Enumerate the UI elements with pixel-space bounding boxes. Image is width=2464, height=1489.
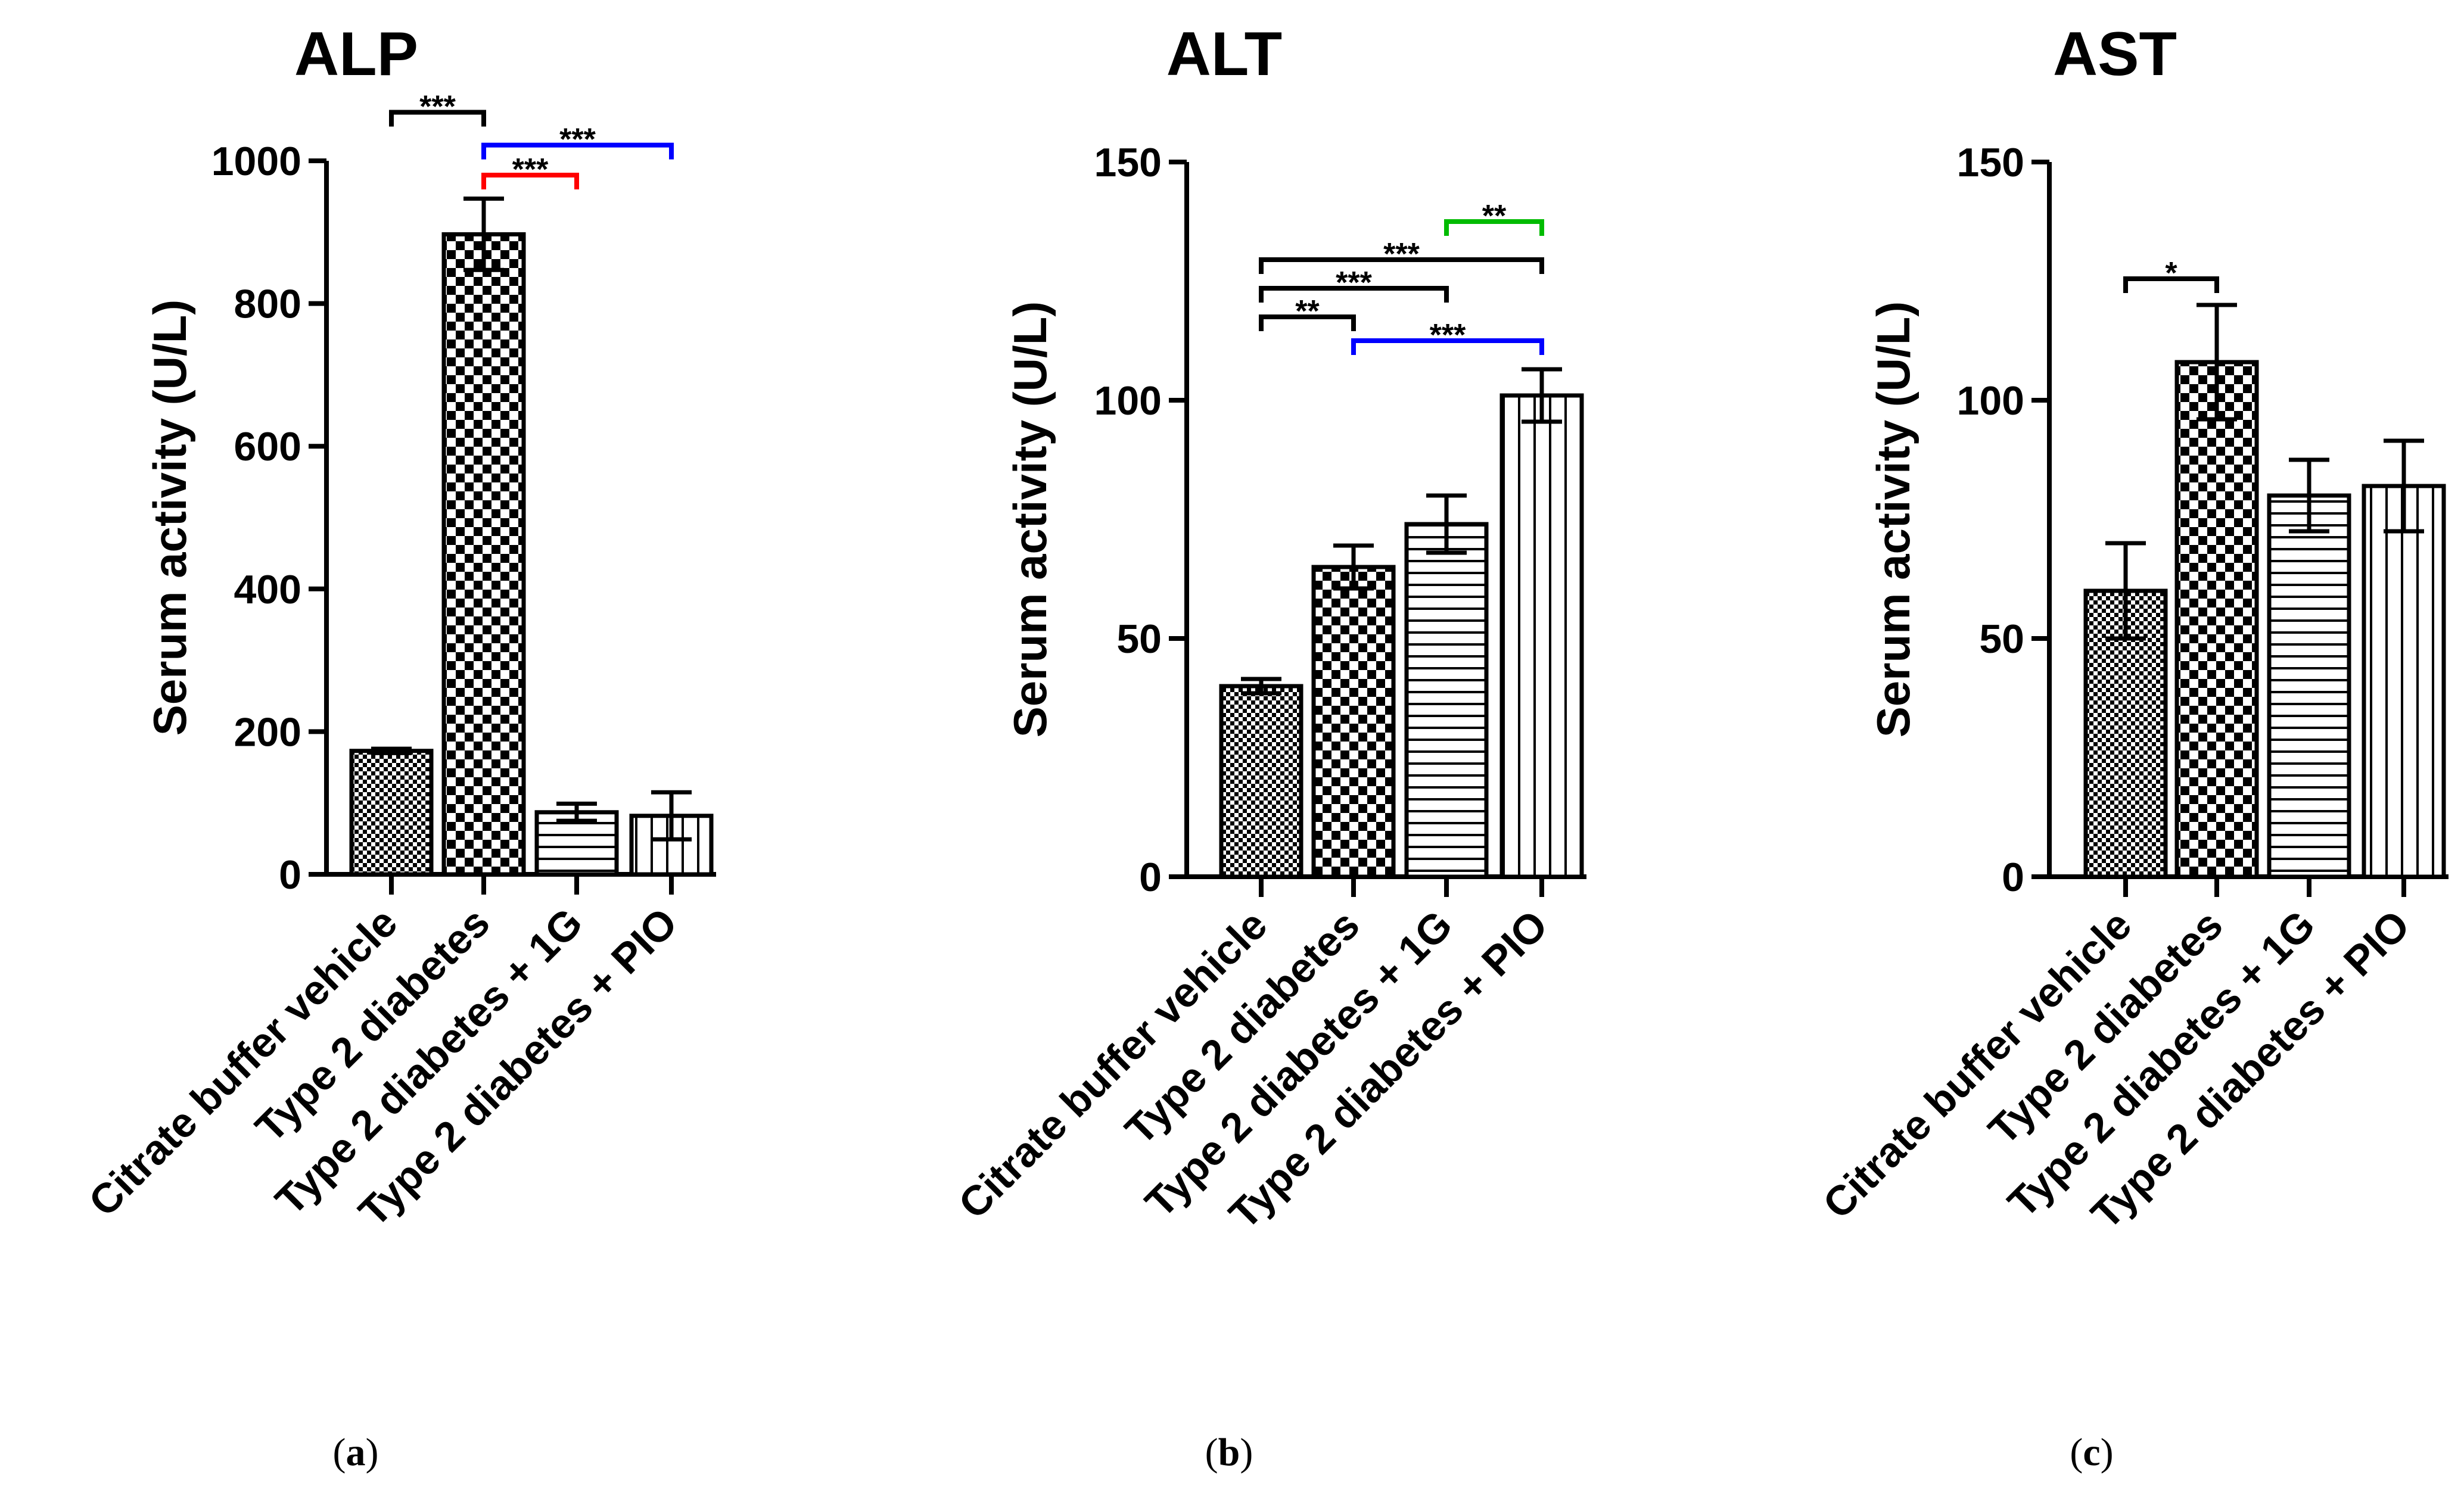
y-tick-label: 150 bbox=[1957, 140, 2024, 185]
bracket-line bbox=[1259, 257, 1544, 274]
error-bar bbox=[1241, 677, 1281, 696]
error-bar bbox=[1426, 493, 1467, 555]
significance-label: *** bbox=[559, 123, 596, 157]
significance-label: ** bbox=[1295, 294, 1320, 329]
significance-label: *** bbox=[419, 90, 456, 124]
chart-title: ALT bbox=[1166, 20, 1282, 89]
y-tick-label: 0 bbox=[2002, 855, 2024, 900]
error-bar bbox=[2289, 457, 2329, 534]
significance-label: *** bbox=[1430, 318, 1466, 353]
error-bar bbox=[651, 790, 692, 842]
significance-bracket: *** bbox=[1259, 266, 1449, 303]
error-bar bbox=[463, 196, 504, 272]
panel-caption: (b) bbox=[1205, 1431, 1253, 1474]
bar bbox=[1404, 522, 1489, 879]
y-tick-label: 100 bbox=[1957, 378, 2024, 423]
chart-title: ALP bbox=[294, 20, 418, 89]
y-tick-label: 800 bbox=[234, 282, 301, 327]
significance-bracket: *** bbox=[481, 152, 579, 189]
bar bbox=[441, 232, 526, 877]
y-axis-label: Serum activity (U/L) bbox=[144, 300, 196, 736]
error-bar bbox=[371, 746, 412, 755]
bracket-line bbox=[389, 110, 486, 127]
panel-caption: (a) bbox=[333, 1431, 379, 1474]
bar bbox=[349, 749, 434, 877]
bar bbox=[2362, 484, 2446, 879]
significance-bracket: *** bbox=[389, 90, 486, 127]
error-bar bbox=[2384, 438, 2424, 534]
y-tick-label: 50 bbox=[1979, 616, 2024, 662]
bar bbox=[2267, 493, 2351, 879]
bracket-line bbox=[2123, 276, 2219, 293]
y-axis-label: Serum activity (U/L) bbox=[1867, 301, 1919, 738]
y-tick-label: 50 bbox=[1116, 616, 1162, 662]
y-tick-label: 200 bbox=[234, 709, 301, 755]
y-axis-label: Serum activity (U/L) bbox=[1004, 301, 1056, 738]
y-tick-label: 400 bbox=[234, 567, 301, 612]
y-tick-label: 600 bbox=[234, 424, 301, 469]
bar bbox=[1219, 684, 1303, 879]
significance-bracket: ** bbox=[1259, 294, 1356, 331]
y-tick-label: 1000 bbox=[211, 139, 301, 184]
y-tick-label: 0 bbox=[279, 852, 301, 898]
bracket-line bbox=[1259, 314, 1356, 331]
error-bar bbox=[2105, 541, 2146, 641]
significance-label: *** bbox=[1336, 266, 1372, 300]
bar bbox=[2174, 360, 2259, 879]
bracket-line bbox=[481, 142, 674, 160]
bracket-line bbox=[1444, 219, 1544, 236]
error-bar bbox=[1522, 367, 1562, 424]
significance-bracket: *** bbox=[481, 123, 674, 160]
significance-label: ** bbox=[1482, 199, 1507, 233]
significance-bracket: *** bbox=[1351, 318, 1544, 355]
bar bbox=[1499, 393, 1584, 879]
error-bar bbox=[1333, 543, 1374, 591]
significance-label: *** bbox=[512, 152, 549, 187]
y-tick-label: 0 bbox=[1139, 855, 1162, 900]
bar bbox=[1311, 565, 1396, 879]
significance-bracket: *** bbox=[1259, 237, 1544, 274]
bracket-line bbox=[1259, 286, 1449, 303]
bracket-line bbox=[481, 172, 579, 189]
significance-label: * bbox=[2165, 256, 2177, 291]
error-bar bbox=[556, 801, 597, 823]
significance-bracket: ** bbox=[1444, 199, 1544, 236]
y-tick-label: 150 bbox=[1094, 140, 1162, 185]
panel-caption: (c) bbox=[2070, 1431, 2113, 1474]
significance-bracket: * bbox=[2123, 256, 2219, 293]
significance-label: *** bbox=[1383, 237, 1420, 272]
bracket-line bbox=[1351, 338, 1544, 355]
chart-title: AST bbox=[2053, 20, 2177, 89]
error-bar bbox=[2197, 303, 2237, 422]
chart-panel-a: ALP Serum activity (U/L) 0 200 400 600 800 1000… bbox=[80, 20, 716, 1474]
y-tick-label: 100 bbox=[1094, 378, 1162, 423]
